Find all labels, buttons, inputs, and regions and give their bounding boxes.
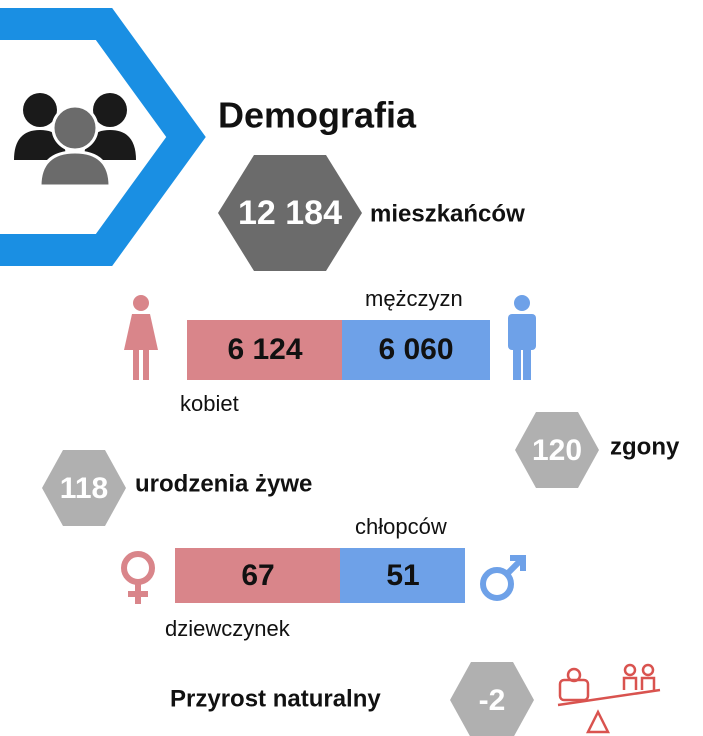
women-label: kobiet: [180, 391, 239, 416]
boys-value: 51: [386, 559, 419, 592]
deaths-value: 120: [532, 434, 582, 467]
growth-label: Przyrost naturalny: [170, 685, 381, 712]
births-value: 118: [60, 472, 108, 505]
female-symbol: [124, 554, 152, 604]
women-value: 6 124: [227, 333, 302, 366]
man-icon: [508, 295, 536, 380]
girls-label: dziewczynek: [165, 616, 291, 641]
woman-icon: [124, 295, 158, 380]
infographic: Demografia 12 184 mieszkańców mężczyzn 6…: [0, 0, 703, 736]
people-icon: [14, 93, 136, 186]
men-value: 6 060: [378, 333, 453, 366]
births-label: urodzenia żywe: [135, 470, 312, 497]
title: Demografia: [218, 95, 417, 136]
population-label: mieszkańców: [370, 200, 525, 227]
girls-value: 67: [241, 559, 274, 592]
deaths-label: zgony: [610, 433, 680, 460]
boys-label: chłopców: [355, 514, 447, 539]
balance-icon: [558, 665, 660, 732]
growth-value: -2: [479, 684, 506, 717]
population-value: 12 184: [238, 194, 342, 232]
male-symbol: [483, 558, 523, 598]
men-label: mężczyzn: [365, 286, 463, 311]
